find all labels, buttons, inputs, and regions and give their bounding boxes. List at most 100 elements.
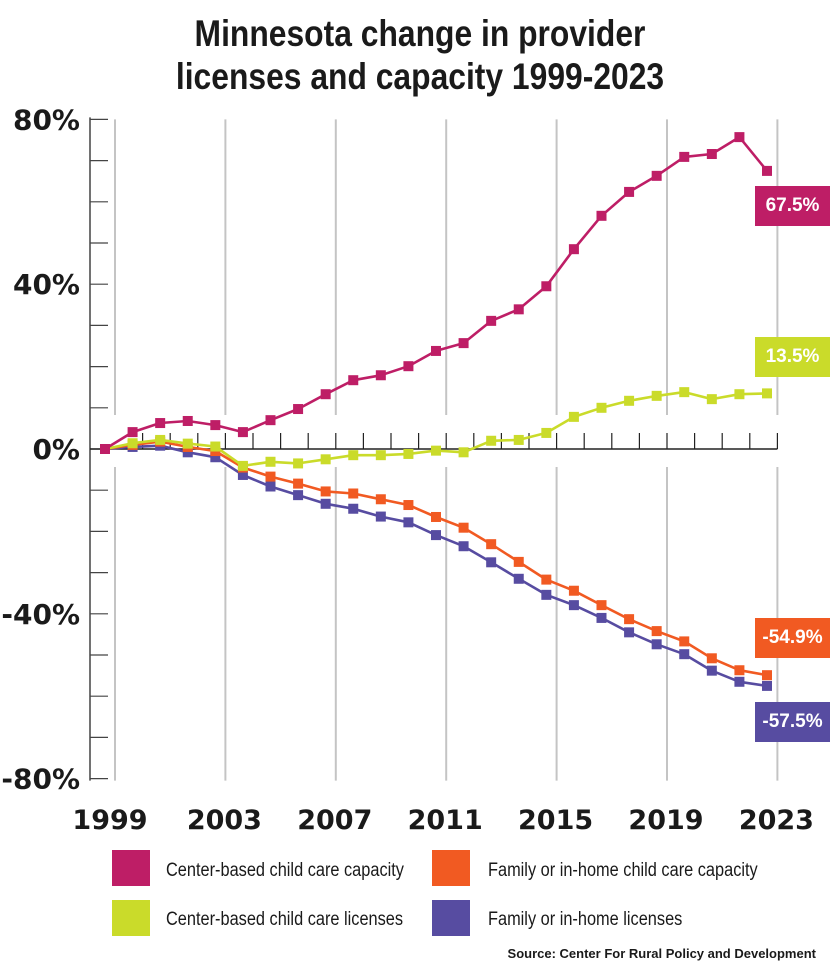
legend-swatch-family-capacity [432, 850, 470, 886]
data-point [762, 388, 772, 399]
end-label-family-capacity: -54.9% [755, 618, 830, 658]
data-point [624, 186, 635, 197]
data-point [348, 375, 359, 386]
data-point [596, 210, 607, 221]
data-point [458, 338, 469, 349]
data-point [237, 469, 248, 480]
data-point [734, 389, 745, 400]
data-point [265, 481, 276, 492]
data-point [431, 345, 441, 356]
data-point [541, 574, 552, 585]
data-point [679, 636, 690, 647]
chart-title-line-1: Minnesota change in provider [194, 13, 646, 54]
data-point [706, 653, 717, 664]
data-point [293, 490, 304, 501]
data-point [651, 170, 662, 181]
data-point [734, 676, 745, 687]
data-point [679, 649, 690, 660]
data-point [762, 670, 772, 681]
data-point [513, 573, 524, 584]
data-point [541, 427, 552, 438]
legend-label-center-capacity: Center-based child care capacity [166, 860, 404, 881]
x-tick-label: 2007 [297, 805, 372, 836]
data-point [320, 454, 331, 465]
data-point [762, 680, 772, 691]
data-point [265, 471, 276, 482]
data-point [237, 460, 248, 471]
data-point [127, 427, 138, 438]
data-point [624, 614, 635, 625]
data-point [375, 450, 386, 461]
data-point [486, 315, 497, 326]
data-point [513, 304, 524, 315]
y-tick-label: -80% [1, 763, 80, 796]
data-point [679, 387, 690, 398]
data-point [293, 458, 304, 469]
chart-title-line-2: licenses and capacity 1999-2023 [175, 56, 665, 97]
legend-label-center-licenses: Center-based child care licenses [166, 909, 404, 930]
data-point [458, 541, 469, 552]
end-label-center-licenses: 13.5% [755, 337, 830, 377]
data-point [210, 452, 221, 463]
data-point [320, 486, 331, 497]
data-point [265, 456, 276, 467]
data-point [513, 556, 524, 567]
data-point [375, 494, 386, 505]
data-point [348, 488, 359, 499]
data-point [403, 517, 414, 528]
data-point [127, 438, 138, 449]
data-point [237, 427, 248, 438]
data-point [182, 447, 193, 458]
data-point [293, 478, 304, 489]
data-point [596, 612, 607, 623]
end-label-center-capacity: 67.5% [755, 186, 830, 226]
data-point [431, 530, 441, 541]
chart-title: Minnesota change in provider licenses an… [0, 12, 840, 98]
data-point [403, 361, 414, 372]
data-point [486, 435, 497, 446]
data-point [210, 441, 221, 452]
legend-swatch-center-capacity [112, 850, 150, 886]
data-point [624, 395, 635, 406]
data-point [568, 585, 579, 596]
y-tick-label: 80% [13, 103, 80, 136]
data-point [182, 438, 193, 449]
data-point [458, 447, 469, 458]
data-point [596, 402, 607, 413]
end-label-family-licenses: -57.5% [755, 702, 830, 742]
data-point [651, 626, 662, 637]
data-point [706, 394, 717, 405]
data-point [182, 415, 193, 426]
data-point [320, 389, 331, 400]
x-tick-label: 2015 [518, 805, 593, 836]
x-tick-label: 1999 [72, 805, 147, 836]
data-point [624, 627, 635, 638]
legend-label-family-licenses: Family or in-home licenses [488, 909, 683, 930]
data-point [458, 522, 469, 533]
data-point [265, 415, 276, 426]
data-point [734, 132, 745, 143]
data-point [431, 511, 441, 522]
data-point [100, 444, 110, 454]
y-tick-label: 0% [32, 433, 80, 466]
data-point [320, 498, 331, 509]
data-point [293, 404, 304, 415]
x-tick-label: 2023 [739, 805, 814, 836]
data-point [403, 500, 414, 511]
y-tick-label: -40% [1, 598, 80, 631]
data-point [431, 445, 441, 456]
legend-swatch-family-licenses [432, 900, 470, 936]
data-point [375, 511, 386, 522]
data-point [155, 418, 166, 429]
data-point [541, 281, 552, 292]
data-point [403, 448, 414, 459]
data-point [762, 165, 772, 176]
data-point [734, 665, 745, 676]
data-point [679, 151, 690, 162]
data-point [375, 370, 386, 381]
x-tick-label: 2019 [628, 805, 703, 836]
data-point [596, 600, 607, 611]
legend-swatch-center-licenses [112, 900, 150, 936]
data-point [486, 557, 497, 568]
